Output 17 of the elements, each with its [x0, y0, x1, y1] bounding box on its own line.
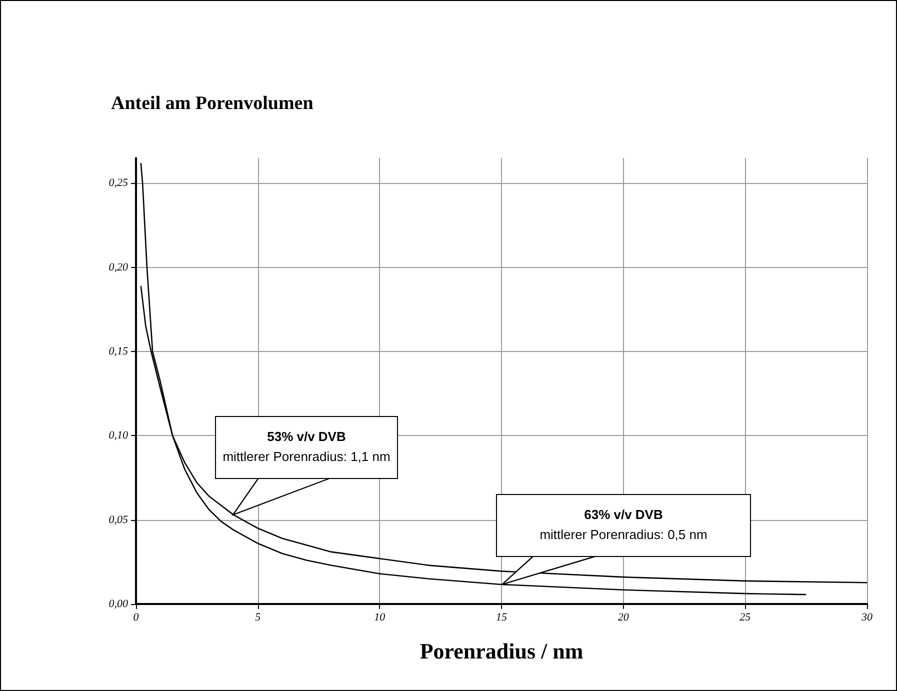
- x-tick-label: 15: [496, 612, 508, 624]
- x-axis-title: Porenradius / nm: [420, 638, 584, 664]
- x-tick-label: 25: [740, 612, 752, 624]
- x-tick-label: 20: [618, 612, 630, 624]
- y-tick-label: 0,00: [108, 598, 128, 610]
- x-tick-label: 30: [860, 612, 873, 624]
- x-tick-label: 0: [133, 612, 140, 624]
- y-tick-label: 0,15: [108, 346, 128, 358]
- y-tick-label: 0,25: [108, 177, 128, 190]
- annotation: 53% v/v DVB mittlerer Porenradius: 1,1 nm: [222, 428, 392, 466]
- chart-title: Anteil am Porenvolumen: [111, 93, 314, 114]
- x-tick-label: 10: [374, 612, 386, 624]
- y-tick-label: 0,20: [108, 261, 128, 274]
- y-tick-label: 0,05: [108, 514, 128, 526]
- annotation: 63% v/v DVB mittlerer Porenradius: 0,5 nm: [538, 506, 708, 544]
- y-tick-label: 0,10: [108, 430, 128, 442]
- x-tick-label: 5: [255, 612, 262, 624]
